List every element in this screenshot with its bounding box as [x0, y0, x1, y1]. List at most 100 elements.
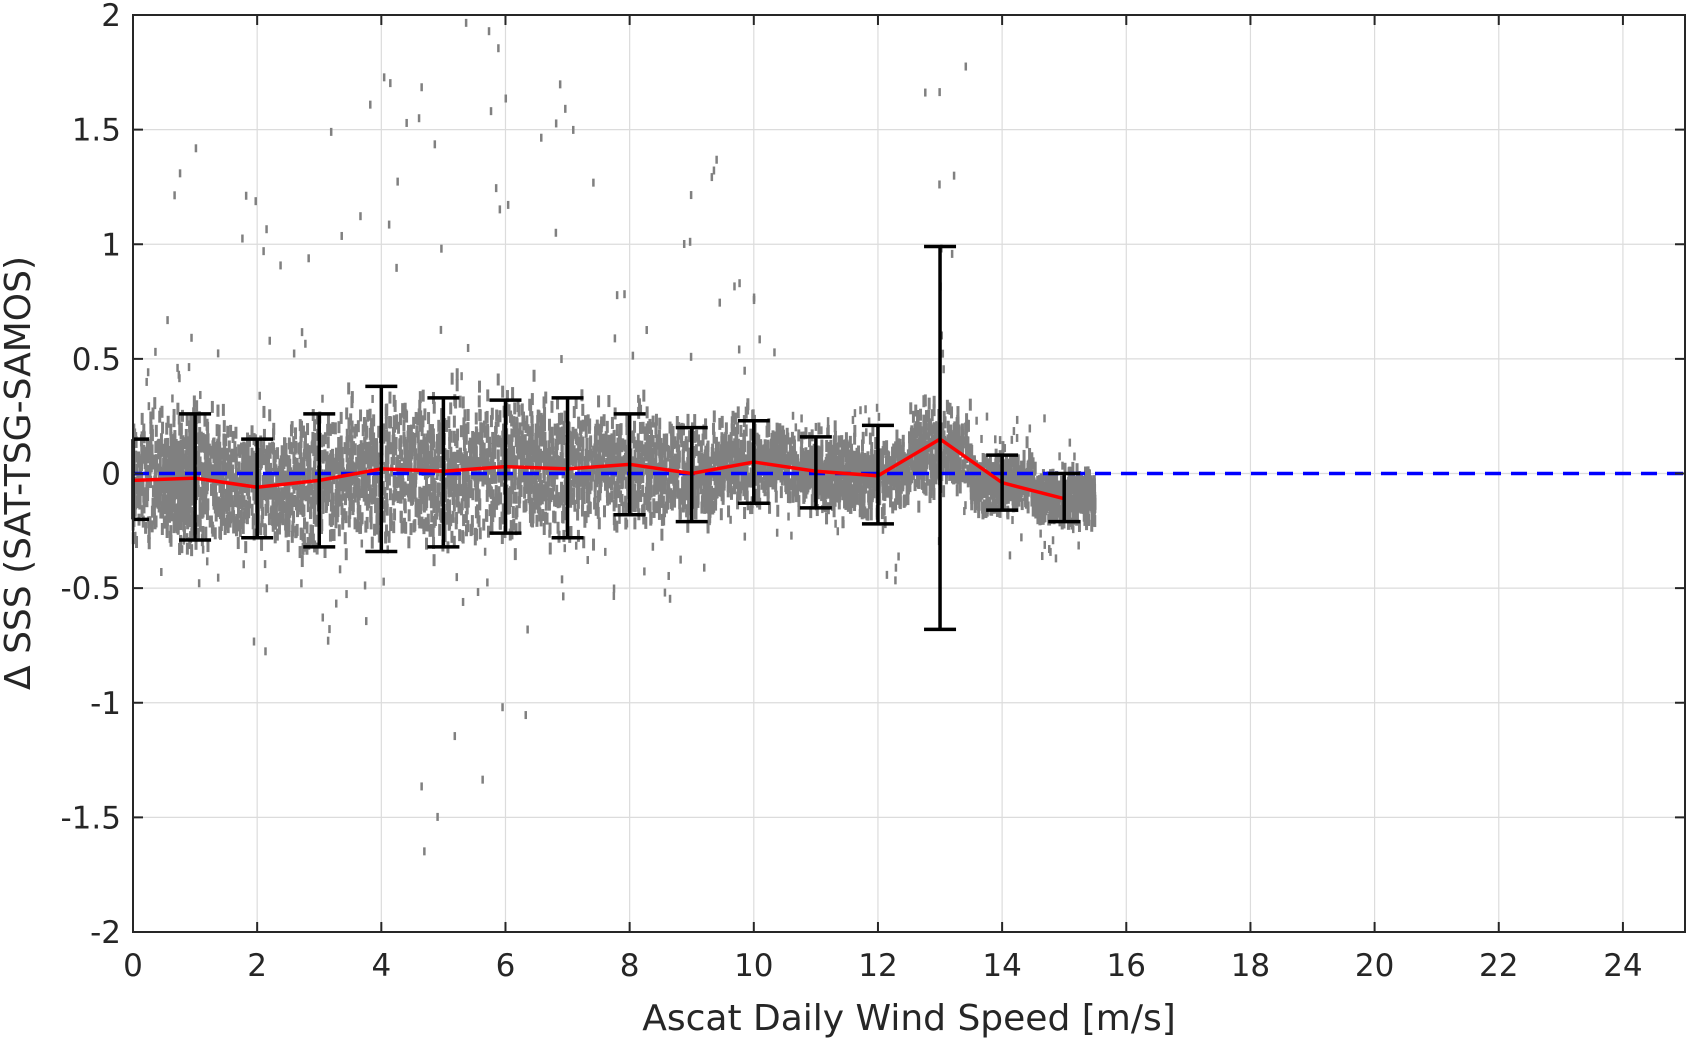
scatter-point [485, 471, 489, 484]
scatter-outlier [497, 44, 500, 53]
scatter-point [523, 486, 527, 499]
scatter-point [651, 415, 655, 428]
scatter-point [399, 511, 403, 524]
scatter-point [241, 453, 245, 466]
scatter-point [439, 442, 443, 455]
scatter-point [216, 449, 220, 462]
scatter-point [267, 513, 271, 526]
scatter-point [452, 455, 456, 468]
scatter-point [861, 431, 865, 444]
scatter-outlier [466, 343, 470, 352]
scatter-point [182, 477, 186, 490]
scatter-point [272, 442, 276, 455]
scatter-point [637, 447, 641, 460]
scatter-outlier [560, 575, 564, 584]
scatter-point [680, 435, 684, 448]
scatter-point [464, 496, 468, 509]
scatter-point [781, 455, 785, 468]
scatter-point [501, 503, 505, 516]
scatter-point [232, 450, 236, 463]
scatter-point [174, 514, 178, 527]
scatter-point [308, 446, 312, 459]
scatter-point [681, 452, 685, 465]
scatter-outlier [265, 225, 268, 234]
scatter-point [615, 424, 619, 437]
scatter-point [625, 444, 629, 457]
scatter-point [593, 443, 597, 456]
scatter-point [144, 447, 148, 460]
scatter-point [453, 394, 457, 407]
scatter-point [648, 418, 652, 431]
scatter-point [374, 484, 378, 497]
scatter-point [857, 445, 861, 458]
scatter-point [668, 421, 672, 434]
scatter-point [882, 488, 886, 501]
scatter-point [532, 369, 536, 382]
scatter-point [545, 482, 549, 495]
scatter-point [388, 488, 392, 501]
scatter-outlier [826, 427, 829, 436]
scatter-point [514, 507, 518, 520]
scatter-point [149, 411, 153, 424]
scatter-point [537, 452, 541, 465]
scatter-point [324, 484, 328, 497]
scatter-point [404, 521, 408, 534]
scatter-outlier [262, 247, 265, 256]
scatter-point [484, 411, 488, 424]
scatter-point [297, 499, 301, 512]
scatter-point [792, 435, 796, 448]
scatter-point [677, 450, 681, 463]
scatter-point [271, 513, 275, 526]
scatter-point [233, 495, 237, 508]
scatter-point [462, 438, 466, 451]
scatter-point [182, 494, 186, 507]
scatter-point [637, 440, 641, 453]
scatter-point [517, 496, 521, 509]
scatter-point [646, 449, 650, 462]
scatter-point [467, 456, 471, 469]
scatter-point [414, 504, 418, 517]
scatter-point [784, 440, 788, 453]
scatter-point [470, 515, 474, 528]
scatter-point [773, 433, 777, 446]
scatter-outlier [242, 560, 245, 569]
scatter-outlier [625, 519, 629, 528]
scatter-point [700, 501, 704, 514]
scatter-point [201, 466, 205, 479]
scatter-point [135, 482, 139, 495]
scatter-point [769, 451, 773, 464]
scatter-point [667, 446, 671, 459]
scatter-point [458, 395, 462, 408]
scatter-point [229, 454, 233, 467]
scatter-point [494, 421, 498, 434]
scatter-outlier [292, 349, 296, 358]
scatter-point [518, 445, 522, 458]
scatter-outlier [345, 590, 348, 599]
scatter-point [591, 469, 595, 482]
scatter-point [214, 509, 218, 522]
scatter-point [149, 425, 153, 438]
scatter-point [612, 429, 616, 442]
scatter-point [571, 454, 575, 467]
scatter-point [237, 461, 241, 474]
scatter-point [772, 462, 776, 475]
scatter-point [774, 455, 778, 468]
scatter-point [837, 489, 841, 502]
scatter-point [206, 421, 210, 434]
scatter-point [600, 437, 604, 450]
scatter-point [515, 455, 519, 468]
scatter-outlier [651, 542, 655, 551]
scatter-point [478, 408, 482, 421]
scatter-point [659, 495, 663, 508]
scatter-point [198, 498, 202, 511]
scatter-point [537, 469, 541, 482]
scatter-point [542, 522, 546, 535]
scatter-point [411, 433, 415, 446]
scatter-point [550, 426, 554, 439]
scatter-point [423, 460, 427, 473]
scatter-point [286, 493, 290, 506]
scatter-point [677, 456, 681, 469]
scatter-point [699, 440, 703, 453]
scatter-point [267, 483, 271, 496]
scatter-point [645, 482, 649, 495]
